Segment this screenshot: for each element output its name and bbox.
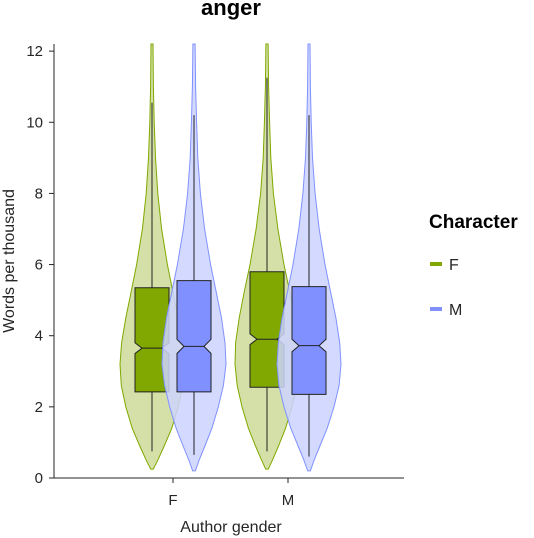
legend-label-f: F (449, 257, 459, 274)
plot-area (119, 43, 342, 472)
y-axis-ticks: 0 2 4 6 8 10 12 (26, 43, 54, 487)
y-tick-label: 12 (26, 43, 43, 60)
x-axis-label: Author gender (180, 519, 282, 536)
box-m-m (291, 286, 327, 395)
y-tick-label: 8 (35, 185, 43, 202)
y-tick-label: 2 (35, 399, 43, 416)
x-tick-label: M (282, 492, 295, 509)
y-tick-label: 6 (35, 257, 43, 274)
box-m-f (176, 280, 212, 393)
y-tick-label: 0 (35, 470, 43, 487)
y-tick-label: 10 (26, 114, 43, 131)
y-axis-label: Words per thousand (1, 189, 18, 333)
legend-title: Character (429, 212, 518, 233)
legend: Character FM (429, 212, 518, 319)
legend-items: FM (430, 257, 462, 319)
legend-label-m: M (449, 302, 462, 319)
y-tick-label: 4 (35, 328, 43, 345)
chart-title: anger (201, 0, 261, 20)
x-tick-label: F (168, 492, 177, 509)
